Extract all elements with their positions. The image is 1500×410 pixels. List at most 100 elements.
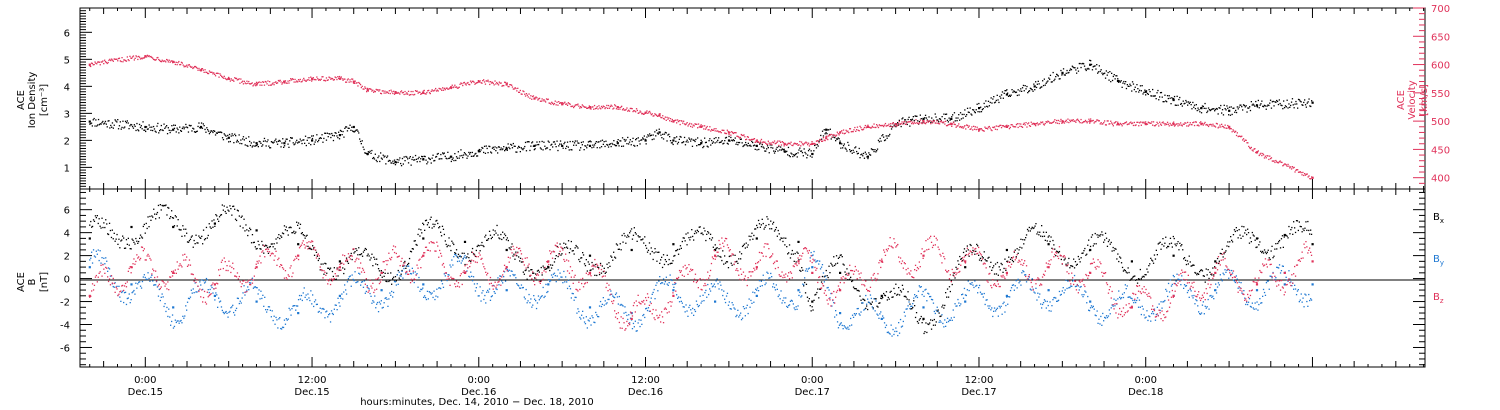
data-point	[1050, 122, 1052, 124]
data-point	[550, 267, 553, 269]
data-point	[906, 121, 908, 123]
data-point	[1183, 123, 1185, 125]
data-point	[856, 289, 858, 292]
data-point	[901, 284, 904, 286]
data-point	[159, 129, 162, 131]
data-point	[794, 252, 796, 255]
data-point	[819, 288, 821, 290]
data-point	[936, 119, 938, 121]
data-point	[376, 303, 378, 305]
data-point	[147, 272, 149, 274]
data-point	[442, 228, 445, 230]
data-point	[114, 119, 116, 121]
data-point	[809, 155, 811, 157]
data-point	[924, 331, 926, 333]
data-point	[520, 261, 523, 263]
data-point	[237, 78, 239, 81]
data-point	[259, 84, 261, 86]
data-point	[740, 253, 743, 255]
data-point	[856, 150, 858, 153]
data-point	[1176, 243, 1178, 245]
data-point	[445, 157, 447, 159]
data-point	[885, 135, 887, 137]
data-point	[1269, 102, 1271, 104]
data-point	[827, 129, 829, 131]
data-point	[109, 58, 111, 60]
data-point	[963, 248, 966, 250]
data-point	[914, 122, 916, 124]
data-point	[1082, 62, 1084, 65]
data-point	[593, 108, 595, 110]
data-point	[1303, 229, 1305, 232]
data-point	[696, 145, 698, 147]
data-point	[397, 91, 399, 94]
data-point	[1297, 229, 1299, 232]
data-point	[1083, 65, 1086, 67]
data-point	[1143, 91, 1145, 94]
data-point	[690, 125, 692, 128]
data-point	[576, 104, 578, 106]
data-point	[383, 92, 385, 94]
data-point	[780, 149, 783, 151]
data-point	[1304, 227, 1306, 229]
data-point	[1111, 250, 1113, 252]
data-point	[133, 124, 135, 126]
data-point	[979, 128, 981, 130]
data-point	[812, 309, 814, 311]
data-point	[845, 129, 847, 131]
data-point	[592, 144, 594, 146]
data-point	[478, 148, 480, 151]
data-point	[291, 78, 293, 80]
data-point	[935, 122, 937, 124]
data-point	[1250, 101, 1252, 103]
data-point	[1007, 260, 1009, 262]
data-point	[992, 98, 994, 100]
data-point	[913, 119, 915, 122]
data-point	[282, 82, 284, 84]
data-point	[536, 270, 539, 272]
data-point	[704, 137, 706, 139]
data-point	[1140, 278, 1142, 280]
data-point	[1227, 124, 1229, 127]
data-point	[315, 251, 318, 253]
data-point	[894, 123, 896, 125]
data-point	[135, 237, 137, 240]
data-point	[1286, 235, 1288, 237]
data-point	[153, 208, 155, 210]
data-point	[662, 117, 665, 120]
data-point	[403, 262, 405, 264]
data-point	[657, 133, 659, 135]
data-point	[206, 237, 208, 239]
data-point	[508, 86, 510, 88]
data-point	[166, 306, 168, 309]
data-point	[312, 294, 314, 296]
data-point	[557, 104, 559, 106]
data-point	[607, 104, 610, 107]
data-point	[198, 235, 200, 237]
data-point	[416, 161, 418, 163]
data-point	[635, 111, 637, 113]
data-point	[1159, 92, 1162, 94]
data-point	[811, 266, 814, 269]
data-point	[479, 250, 481, 252]
data-point	[986, 127, 988, 129]
data-point	[134, 293, 136, 295]
data-point	[533, 149, 535, 151]
data-point	[331, 132, 333, 135]
data-point	[642, 138, 645, 140]
data-point	[1113, 249, 1115, 252]
data-point	[450, 266, 452, 268]
data-point	[254, 286, 256, 288]
data-point	[1056, 122, 1059, 124]
data-point	[140, 125, 142, 127]
data-point	[364, 86, 366, 88]
data-point	[842, 132, 844, 134]
data-point	[376, 89, 378, 91]
data-point	[1239, 234, 1241, 236]
data-point	[1295, 100, 1297, 103]
data-point	[706, 145, 708, 147]
data-point	[149, 56, 151, 58]
data-point	[183, 228, 185, 230]
data-point	[242, 292, 244, 294]
data-point	[378, 270, 381, 272]
